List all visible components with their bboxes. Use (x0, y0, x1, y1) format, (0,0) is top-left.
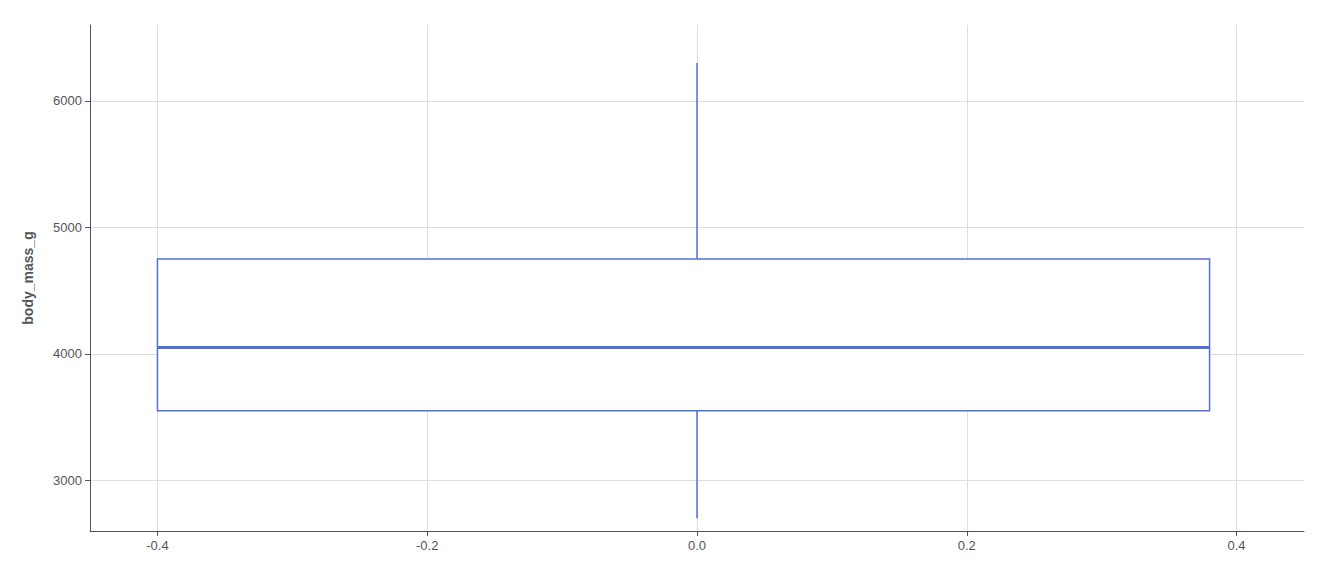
svg-text:3000: 3000 (53, 473, 82, 488)
svg-text:6000: 6000 (53, 93, 82, 108)
svg-text:body_mass_g: body_mass_g (20, 231, 36, 324)
svg-text:4000: 4000 (53, 346, 82, 361)
svg-text:5000: 5000 (53, 220, 82, 235)
svg-text:0.4: 0.4 (1228, 538, 1246, 553)
svg-text:-0.4: -0.4 (146, 538, 168, 553)
svg-text:-0.2: -0.2 (416, 538, 438, 553)
svg-text:0.0: 0.0 (688, 538, 706, 553)
svg-text:0.2: 0.2 (958, 538, 976, 553)
